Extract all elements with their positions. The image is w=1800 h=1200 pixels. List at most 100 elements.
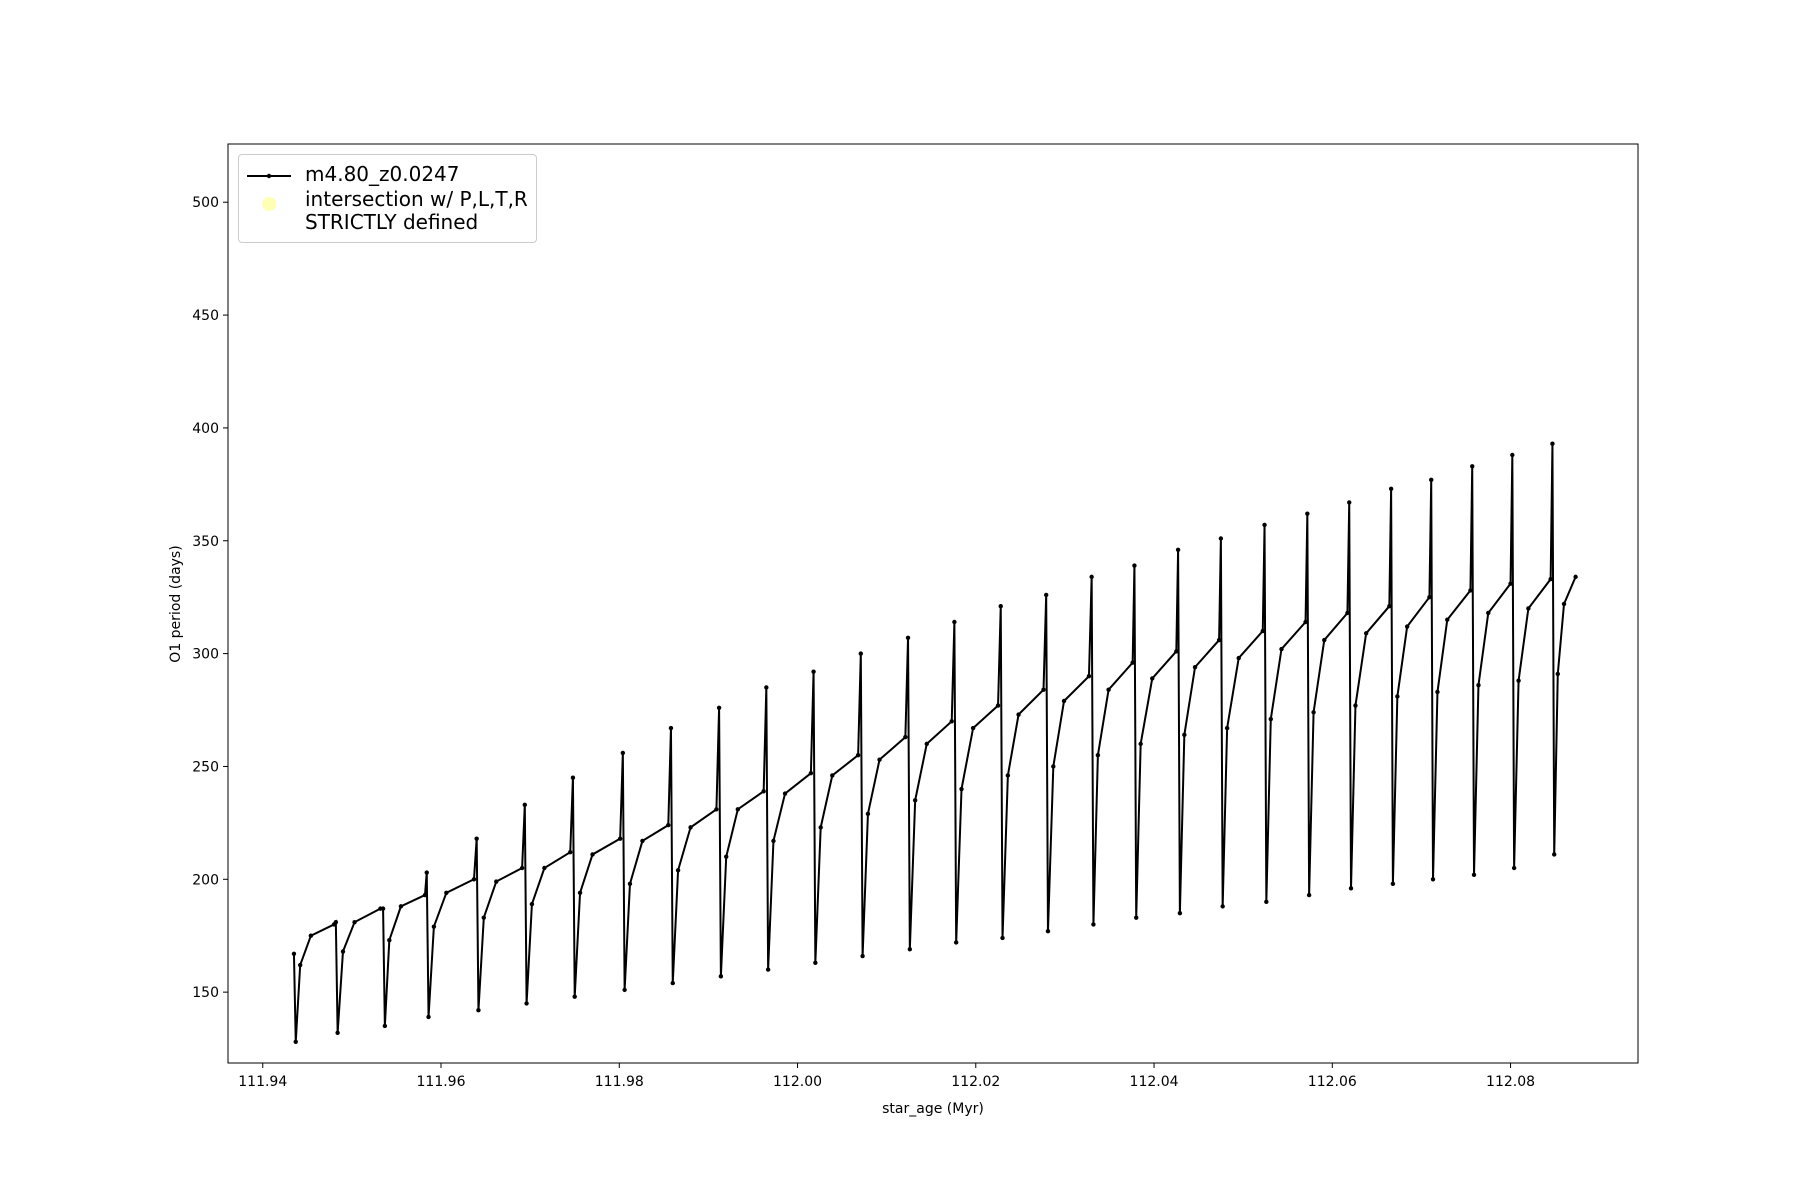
y-axis-label: O1 period (days) [168,545,184,662]
point-marker [1268,716,1273,722]
point-marker [1526,606,1531,611]
point-marker [1051,764,1056,769]
x-tick-label: 112.00 [773,1074,822,1090]
x-axis-label: star_age (Myr) [882,1101,984,1117]
legend-label: m4.80_z0.0247 [305,162,460,186]
point-marker [1095,752,1101,758]
point-marker [808,771,814,776]
point-marker [998,604,1003,609]
point-marker [1260,628,1265,634]
point-marker [1508,581,1513,586]
y-tick-label: 450 [192,308,219,324]
point-marker [995,703,1001,708]
point-marker [714,807,719,812]
point-marker [1445,617,1450,622]
point-marker [811,669,816,674]
legend-marker [266,173,272,179]
point-marker [1429,477,1434,483]
point-marker [1150,676,1155,681]
point-marker [675,868,681,873]
point-marker [724,854,729,859]
point-marker [782,791,788,796]
point-marker [1106,687,1111,692]
point-marker [426,1014,431,1020]
point-marker [1130,660,1135,665]
x-tick-label: 111.96 [417,1074,466,1090]
point-marker [1311,710,1316,715]
point-marker [622,987,627,993]
point-marker [617,836,623,841]
point-marker [764,685,769,690]
point-marker [335,1030,340,1035]
point-marker [640,838,645,844]
point-marker [905,635,911,641]
legend-marker [262,197,276,211]
point-marker [1548,576,1553,582]
point-marker [1427,594,1432,600]
point-marker [293,1039,298,1044]
point-marker [949,719,954,724]
point-marker [1177,910,1183,916]
point-marker [1192,664,1198,670]
x-tick-label: 111.94 [238,1074,287,1090]
point-marker [1279,646,1284,652]
point-marker [572,994,577,999]
point-marker [818,825,823,830]
point-marker [590,852,595,857]
point-marker [666,822,671,828]
point-marker [1262,522,1267,528]
point-marker [1404,624,1410,629]
y-tick-label: 350 [192,534,219,550]
legend-key [262,197,276,211]
point-marker [1470,464,1475,469]
point-marker [1174,649,1179,654]
point-marker [1430,877,1436,882]
point-marker [474,836,479,841]
point-marker [627,881,633,887]
axes-frame [227,143,1639,1064]
point-marker [1216,637,1222,643]
point-marker [1511,865,1517,871]
point-marker [1000,935,1005,941]
point-marker [1573,574,1578,580]
point-marker [542,865,547,871]
point-marker [765,967,771,972]
point-marker [1264,899,1269,905]
point-marker [444,890,449,896]
point-marker [1224,725,1230,731]
point-marker [422,892,428,898]
point-marker [813,960,818,965]
point-marker [735,807,741,812]
y-tick-label: 250 [192,759,219,775]
x-tick-label: 111.98 [595,1074,644,1090]
point-marker [830,773,835,778]
point-marker [865,811,871,817]
point-marker [570,775,576,780]
point-marker [1468,588,1473,593]
point-marker [953,940,959,945]
legend-key [247,173,291,179]
point-marker [858,651,864,656]
point-marker [860,953,865,959]
point-marker [1138,741,1143,747]
point-marker [308,933,314,938]
point-marker [1016,712,1021,717]
point-marker [577,890,583,896]
point-marker [431,924,437,929]
point-marker [1510,452,1515,458]
point-marker [1388,486,1394,492]
point-marker [959,786,964,792]
point-marker [1182,732,1187,738]
point-marker [476,1007,481,1013]
point-marker [529,901,535,907]
point-marker [519,865,525,871]
point-marker [1516,678,1521,683]
point-marker [1043,592,1049,598]
point-marker [1395,694,1400,699]
y-tick-label: 200 [192,872,219,888]
legend-entry: m4.80_z0.0247 [247,163,528,186]
point-marker [1471,872,1477,877]
point-marker [1555,671,1560,677]
point-marker [688,825,693,830]
